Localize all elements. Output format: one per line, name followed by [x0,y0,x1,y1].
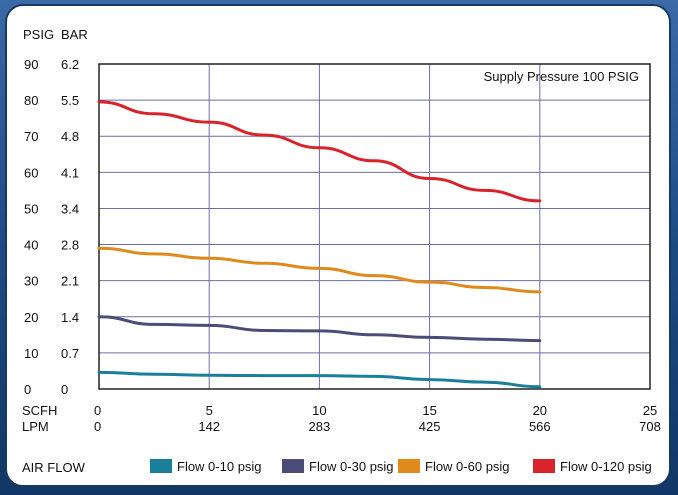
x-unit-lpm: LPM [22,419,49,434]
annotation-supply-pressure: Supply Pressure 100 PSIG [484,69,639,84]
y-tick-label-psig: 60 [24,165,38,180]
y-tick-label-bar: 6.2 [61,57,79,72]
x-unit-scfh: SCFH [22,403,57,418]
y-tick-label-bar: 1.4 [61,310,79,325]
y-tick-label-psig: 90 [24,57,38,72]
y-tick-label-psig: 30 [24,274,38,289]
x-tick-label-lpm: 142 [198,419,220,434]
legend-label: Flow 0-10 psig [177,459,262,474]
chart-card [5,4,671,487]
x-tick-label-lpm: 708 [639,419,661,434]
series-line-3 [97,246,542,294]
legend-swatch [282,459,304,473]
legend: Flow 0-10 psig Flow 0-30 psig Flow 0-60 ps… [150,459,652,474]
legend-swatch [533,459,555,473]
y-tick-label-bar: 0.7 [61,346,79,361]
x-tick-label-lpm: 0 [94,419,101,434]
y-unit-psig: PSIG [23,27,54,42]
grid [99,64,650,389]
x-tick-label-lpm: 566 [529,419,551,434]
y-tick-label-bar: 5.5 [61,93,79,108]
y-tick-label-bar: 2.8 [61,238,79,253]
y-unit-bar: BAR [61,27,88,42]
x-tick-label-lpm: 425 [419,419,441,434]
y-tick-label-bar: 0 [61,382,68,397]
x-tick-label-lpm: 283 [309,419,331,434]
x-tick-label-scfh: 5 [206,403,213,418]
y-tick-label-psig: 0 [24,382,31,397]
y-tick-label-bar: 3.4 [61,201,79,216]
legend-swatch [150,459,172,473]
y-tick-label-psig: 40 [24,238,38,253]
legend-swatch [398,459,420,473]
x-tick-label-scfh: 25 [643,403,657,418]
y-tick-labels: 90 6.2 80 5.5 70 4.8 60 4.1 50 3.4 40 2.8 30 2.1 20 1.4… [24,57,79,397]
series-line-4 [97,100,542,203]
plot-area [98,63,651,390]
legend-label: Flow 0-30 psig [309,459,394,474]
y-tick-label-psig: 10 [24,346,38,361]
y-tick-label-psig: 20 [24,310,38,325]
y-tick-label-psig: 50 [24,201,38,216]
x-tick-label-scfh: 10 [312,403,326,418]
x-axis-label: AIR FLOW [22,460,86,475]
x-tick-label-scfh: 0 [94,403,101,418]
legend-label: Flow 0-120 psig [560,459,652,474]
series-line-2 [97,315,542,343]
series-line-1 [97,370,542,389]
y-tick-label-psig: 80 [24,93,38,108]
y-tick-label-bar: 4.8 [61,129,79,144]
y-tick-label-bar: 2.1 [61,274,79,289]
x-tick-label-scfh: 20 [533,403,547,418]
y-tick-label-bar: 4.1 [61,165,79,180]
series-lines [97,100,542,389]
legend-label: Flow 0-60 psig [425,459,510,474]
y-tick-label-psig: 70 [24,129,38,144]
x-tick-label-scfh: 15 [422,403,436,418]
